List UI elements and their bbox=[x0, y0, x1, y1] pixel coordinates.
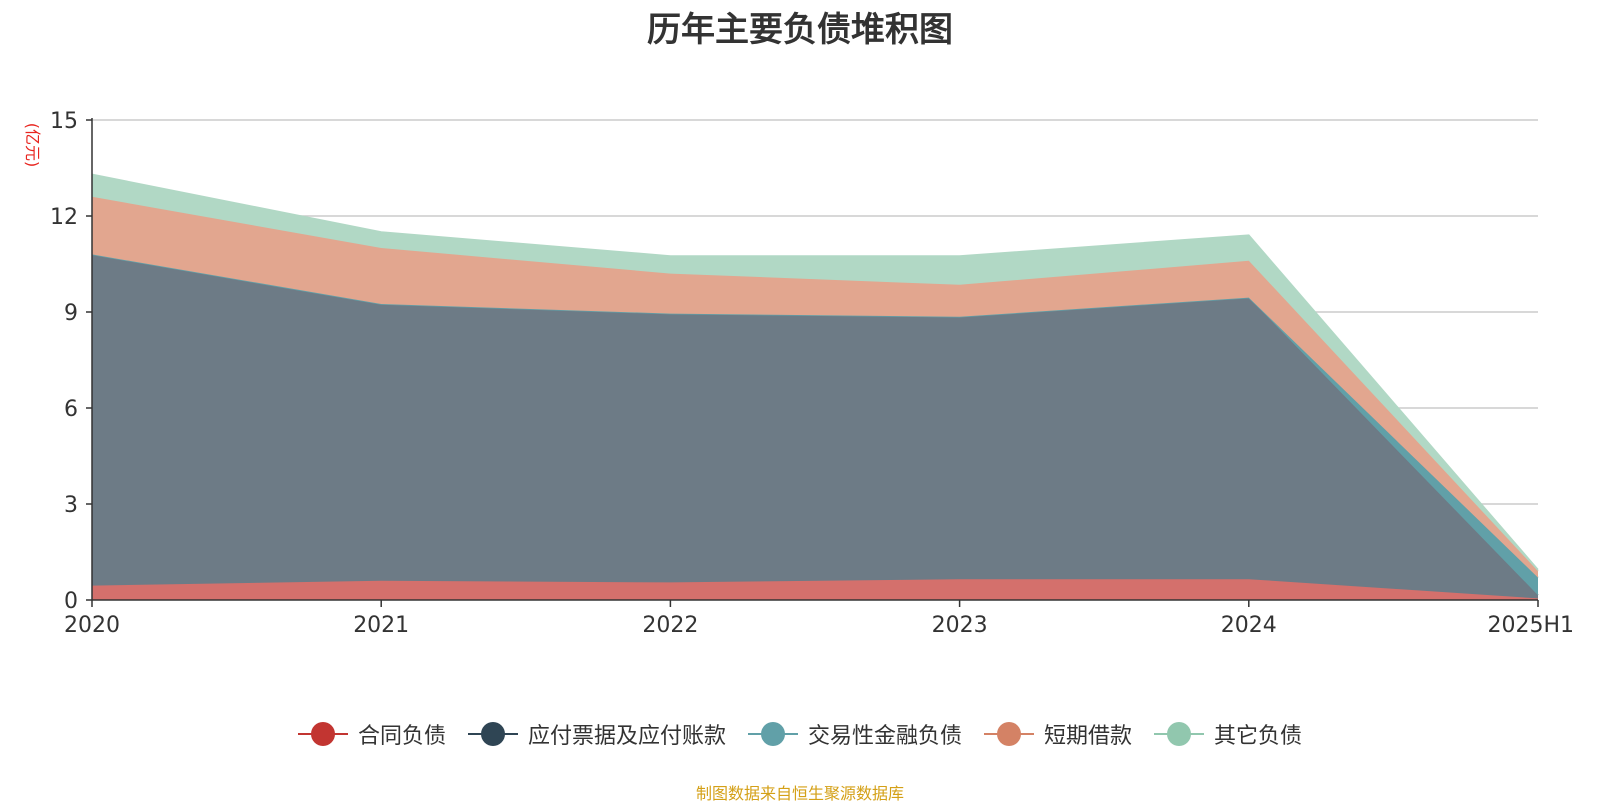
legend-marker-icon bbox=[467, 722, 518, 746]
legend-marker-dot bbox=[480, 722, 505, 746]
chart-title: 历年主要负债堆积图 bbox=[647, 10, 953, 50]
y-tick-label-0: 0 bbox=[64, 589, 78, 614]
axes: 0 3 6 9 12 15 2020 2021 2022 2023 2024 2025H1 bbox=[50, 109, 1574, 638]
legend: 合同负债 应付票据及应付账款 交易性金融负债 短期借款 其它负债 bbox=[0, 718, 1600, 750]
x-tick-label-0: 2020 bbox=[64, 613, 120, 638]
area-edge-4 bbox=[91, 173, 1539, 571]
y-tick-label-2: 6 bbox=[64, 397, 78, 422]
x-tick-label-2: 2022 bbox=[642, 613, 698, 638]
legend-marker-icon bbox=[297, 722, 348, 746]
legend-marker-dot bbox=[1167, 722, 1192, 746]
x-tick-label-4: 2024 bbox=[1221, 613, 1277, 638]
legend-marker-icon bbox=[984, 722, 1034, 746]
legend-marker-dot bbox=[997, 722, 1021, 746]
legend-label: 应付票据及应付账款 bbox=[527, 724, 726, 749]
area-1 bbox=[92, 254, 1538, 599]
legend-marker-dot bbox=[310, 722, 335, 746]
x-tick-label-1: 2021 bbox=[353, 613, 409, 638]
area-3 bbox=[92, 196, 1538, 578]
area-0 bbox=[92, 579, 1538, 600]
y-tick-label-5: 15 bbox=[50, 109, 78, 134]
y-tick-label-1: 3 bbox=[64, 493, 78, 518]
legend-item-3[interactable]: 短期借款 bbox=[984, 718, 1132, 750]
legend-label: 交易性金融负债 bbox=[807, 724, 962, 749]
area-series bbox=[91, 173, 1539, 600]
y-tick-label-4: 12 bbox=[50, 205, 78, 230]
legend-item-4[interactable]: 其它负债 bbox=[1154, 718, 1302, 750]
y-axis-unit-label: (亿元) bbox=[23, 123, 42, 168]
source-note: 制图数据来自恒生聚源数据库 bbox=[695, 784, 904, 803]
legend-item-2[interactable]: 交易性金融负债 bbox=[747, 718, 962, 750]
legend-label: 合同负债 bbox=[357, 724, 446, 749]
x-tick-label-3: 2023 bbox=[932, 613, 988, 638]
area-edge-2 bbox=[91, 253, 1539, 579]
legend-marker-dot bbox=[760, 722, 785, 746]
legend-item-1[interactable]: 应付票据及应付账款 bbox=[467, 718, 726, 750]
legend-label: 短期借款 bbox=[1044, 724, 1133, 749]
stacked-area-chart: 0 3 6 9 12 15 2020 2021 2022 2023 2024 2025H1 (亿元) bbox=[23, 109, 1574, 638]
legend-item-0[interactable]: 合同负债 bbox=[297, 718, 446, 750]
area-4 bbox=[92, 174, 1538, 572]
y-tick-label-3: 9 bbox=[64, 301, 78, 326]
x-tick-label-5: 2025H1 bbox=[1487, 613, 1574, 638]
legend-label: 其它负债 bbox=[1214, 724, 1303, 749]
legend-marker-icon bbox=[747, 722, 798, 746]
legend-marker-icon bbox=[1154, 722, 1205, 746]
